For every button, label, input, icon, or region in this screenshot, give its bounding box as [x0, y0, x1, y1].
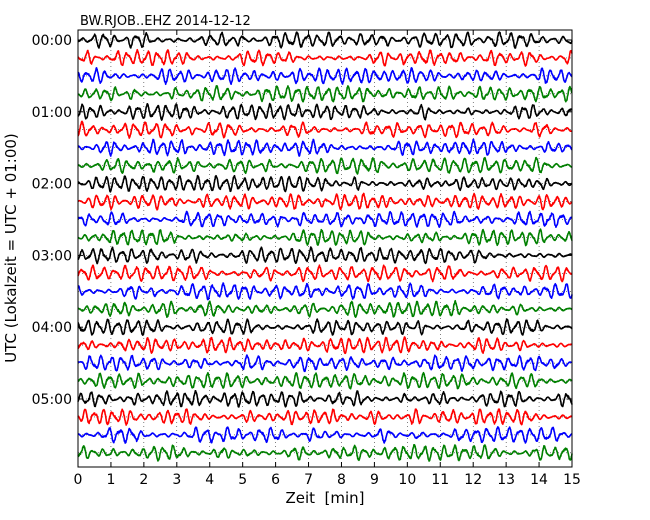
x-tick-label: 5	[238, 472, 247, 488]
trace-line	[77, 246, 573, 265]
trace-line	[77, 102, 573, 121]
trace-line	[77, 299, 573, 319]
trace-line	[77, 67, 573, 86]
chart-title: BW.RJOB..EHZ 2014-12-12	[80, 14, 251, 29]
trace-line	[77, 192, 573, 211]
trace-line	[77, 31, 573, 49]
trace-line	[77, 174, 573, 193]
trace-line	[77, 389, 573, 408]
x-tick-label: 12	[464, 472, 482, 488]
trace-line	[77, 443, 573, 462]
x-tick-label: 15	[563, 472, 581, 488]
trace-line	[77, 282, 573, 301]
trace-line	[77, 336, 573, 355]
trace-line	[77, 120, 573, 139]
trace-line	[77, 48, 573, 67]
trace-line	[77, 85, 573, 103]
x-tick-label: 2	[139, 472, 148, 488]
y-tick-label: 00:00	[32, 33, 72, 49]
x-axis-label: Zeit [min]	[285, 489, 364, 507]
x-tick-label: 0	[74, 472, 83, 488]
trace-line	[77, 210, 573, 228]
trace-line	[77, 228, 573, 247]
y-tick-label: 05:00	[32, 392, 72, 408]
seismic-traces	[77, 31, 573, 462]
trace-line	[77, 426, 573, 444]
trace-line	[77, 371, 573, 390]
y-axis-ticks: 00:00 01:00 02:00 03:00 04:00 05:00	[32, 33, 572, 408]
trace-line	[77, 354, 573, 373]
x-tick-label: 7	[304, 472, 313, 488]
y-tick-label: 03:00	[32, 248, 72, 264]
y-axis-label: UTC (Lokalzeit = UTC + 01:00)	[2, 133, 20, 363]
x-axis-ticks: 0 1 2 3 4 5 6 7 8 9 10 11 12 13 14 15	[74, 30, 581, 488]
y-tick-label: 02:00	[32, 177, 72, 193]
x-tick-label: 4	[205, 472, 214, 488]
x-tick-label: 9	[370, 472, 379, 488]
x-tick-label: 1	[106, 472, 115, 488]
trace-line	[77, 264, 573, 283]
trace-line	[77, 138, 573, 157]
x-tick-label: 10	[398, 472, 416, 488]
x-tick-label: 8	[337, 472, 346, 488]
y-tick-label: 01:00	[32, 105, 72, 121]
trace-line	[77, 156, 573, 175]
trace-line	[77, 318, 573, 336]
x-tick-label: 6	[271, 472, 280, 488]
y-tick-label: 04:00	[32, 320, 72, 336]
x-tick-label: 14	[530, 472, 548, 488]
trace-line	[77, 408, 573, 426]
x-tick-label: 3	[172, 472, 181, 488]
x-tick-label: 11	[431, 472, 449, 488]
x-tick-label: 13	[497, 472, 515, 488]
plot-frame	[77, 29, 573, 468]
